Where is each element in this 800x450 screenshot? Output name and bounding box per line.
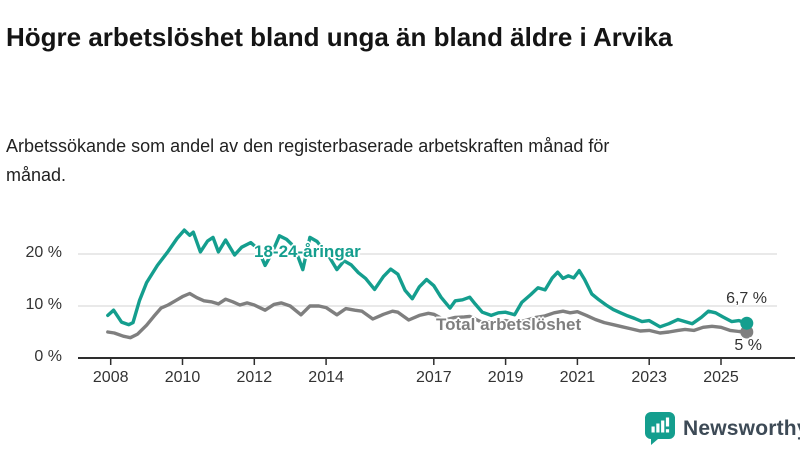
- y-axis-label-0: 0 %: [34, 348, 62, 365]
- line-18-24-åringar: [106, 228, 749, 329]
- end-value-label-total: 5 %: [734, 337, 762, 354]
- bar-chart-speech-bubble-icon: [645, 412, 675, 445]
- x-axis-label-2025: 2025: [703, 369, 739, 386]
- end-value-label-18-24: 6,7 %: [726, 290, 767, 307]
- y-axis-label-10: 10 %: [25, 296, 62, 313]
- x-axis-label-2012: 2012: [236, 369, 273, 386]
- end-dot-18-24-åringar: [740, 316, 754, 330]
- series-label-total: Total arbetslöshet: [436, 315, 582, 334]
- line-Total arbetslöshet: [106, 291, 749, 340]
- y-axis-label-20: 20 %: [25, 244, 62, 261]
- x-axis-label-2014: 2014: [308, 369, 344, 386]
- page-title: Högre arbetslöshet bland unga än bland ä…: [6, 22, 673, 53]
- logo-text: Newsworthy: [683, 416, 800, 440]
- newsworthy-logo[interactable]: Newsworthy: [645, 412, 800, 445]
- series-label-18-24: 18-24-åringar: [254, 242, 361, 261]
- x-axis-label-2019: 2019: [487, 369, 524, 386]
- x-axis-label-2010: 2010: [164, 369, 201, 386]
- x-axis-label-2023: 2023: [631, 369, 667, 386]
- chart-subtitle: Arbetssökande som andel av den registerb…: [6, 136, 610, 185]
- x-axis-label-2021: 2021: [559, 369, 596, 386]
- x-axis-label-2017: 2017: [416, 369, 452, 386]
- x-axis-label-2008: 2008: [92, 369, 129, 386]
